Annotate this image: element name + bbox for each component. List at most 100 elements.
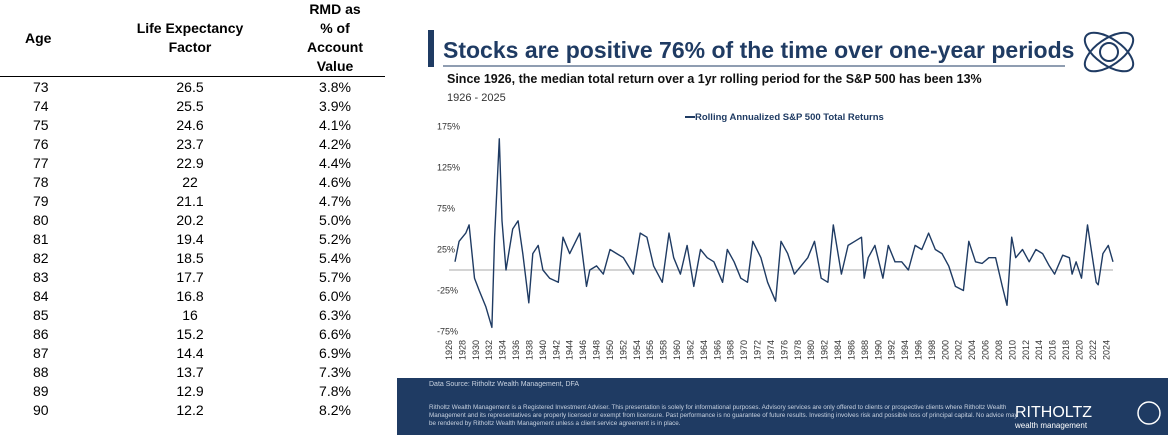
x-tick-label: 2022 bbox=[1088, 340, 1098, 360]
table-row: 73 26.5 3.8% bbox=[0, 77, 385, 97]
x-tick-label: 1998 bbox=[927, 340, 937, 360]
x-tick-label: 1984 bbox=[833, 340, 843, 360]
table-row: 77 22.9 4.4% bbox=[0, 153, 385, 172]
source: Data Source: Ritholtz Wealth Management,… bbox=[429, 381, 579, 388]
header-cell: Age bbox=[25, 29, 52, 46]
x-tick-label: 2004 bbox=[967, 340, 977, 360]
x-tick-label: 2020 bbox=[1074, 340, 1084, 360]
y-tick-label: -25% bbox=[437, 286, 458, 296]
table-cell: 17.7 bbox=[176, 268, 204, 285]
table-row: 85 16 6.3% bbox=[0, 305, 385, 324]
table-row: 80 20.2 5.0% bbox=[0, 210, 385, 229]
x-tick-label: 1926 bbox=[444, 340, 454, 360]
table-cell: 87 bbox=[33, 344, 49, 361]
table-cell: 7.8% bbox=[319, 382, 351, 399]
table-row: 84 16.8 6.0% bbox=[0, 286, 385, 305]
y-tick-label: 75% bbox=[437, 204, 455, 214]
x-tick-label: 1942 bbox=[551, 340, 561, 360]
table-cell: 6.3% bbox=[319, 306, 351, 323]
table-cell: 5.4% bbox=[319, 249, 351, 266]
table-cell: 4.6% bbox=[319, 173, 351, 190]
table-row: 90 12.2 8.2% bbox=[0, 400, 385, 419]
table-cell: 4.4% bbox=[319, 154, 351, 171]
table-cell: 20.2 bbox=[176, 211, 204, 228]
table-cell: 22 bbox=[182, 173, 198, 190]
table-cell: 4.7% bbox=[319, 192, 351, 209]
x-tick-label: 1968 bbox=[726, 340, 736, 360]
table-cell: 5.7% bbox=[319, 268, 351, 285]
table-row: 75 24.6 4.1% bbox=[0, 115, 385, 134]
x-tick-label: 1996 bbox=[913, 340, 923, 360]
table-cell: 12.2 bbox=[176, 401, 204, 418]
chart-subtitle: Since 1926, the median total return over… bbox=[447, 72, 982, 86]
x-tick-label: 1948 bbox=[592, 340, 602, 360]
table-cell: 74 bbox=[33, 97, 49, 114]
table-cell: 7.3% bbox=[319, 363, 351, 380]
table-cell: 75 bbox=[33, 116, 49, 133]
x-tick-label: 1944 bbox=[565, 340, 575, 360]
x-tick-label: 1978 bbox=[793, 340, 803, 360]
x-tick-label: 1946 bbox=[578, 340, 588, 360]
y-tick-label: 25% bbox=[437, 245, 455, 255]
table-row: 81 19.4 5.2% bbox=[0, 229, 385, 248]
table-row: 86 15.2 6.6% bbox=[0, 324, 385, 343]
rmd-table-panel: Age Life Expectancy Factor RMD as % of A… bbox=[0, 0, 390, 435]
table-cell: 16 bbox=[182, 306, 198, 323]
table-row: 87 14.4 6.9% bbox=[0, 343, 385, 362]
table-cell: 16.8 bbox=[176, 287, 204, 304]
table-cell: 80 bbox=[33, 211, 49, 228]
x-tick-label: 1956 bbox=[645, 340, 655, 360]
table-cell: 14.4 bbox=[176, 344, 204, 361]
table-row: 89 12.9 7.8% bbox=[0, 381, 385, 400]
disclaimer: Ritholtz Wealth Management is a Register… bbox=[429, 404, 1018, 427]
x-tick-label: 1988 bbox=[860, 340, 870, 360]
x-tick-label: 1930 bbox=[471, 340, 481, 360]
table-row: 88 13.7 7.3% bbox=[0, 362, 385, 381]
table-cell: 13.7 bbox=[176, 363, 204, 380]
x-tick-label: 1952 bbox=[618, 340, 628, 360]
table-cell: 88 bbox=[33, 363, 49, 380]
x-tick-label: 1964 bbox=[699, 340, 709, 360]
table-cell: 24.6 bbox=[176, 116, 204, 133]
y-tick-label: 175% bbox=[437, 122, 460, 132]
table-cell: 8.2% bbox=[319, 401, 351, 418]
x-tick-label: 1972 bbox=[753, 340, 763, 360]
x-tick-label: 1990 bbox=[873, 340, 883, 360]
x-tick-label: 1954 bbox=[632, 340, 642, 360]
y-tick-label: 125% bbox=[437, 163, 460, 173]
table-cell: 5.2% bbox=[319, 230, 351, 247]
x-tick-label: 1938 bbox=[524, 340, 534, 360]
header-cell: Life Expectancy Factor bbox=[136, 20, 244, 55]
x-tick-label: 2000 bbox=[940, 340, 950, 360]
x-tick-label: 1932 bbox=[484, 340, 494, 360]
table-cell: 18.5 bbox=[176, 249, 204, 266]
x-tick-label: 1992 bbox=[887, 340, 897, 360]
table-cell: 23.7 bbox=[176, 135, 204, 152]
date-range: 1926 - 2025 bbox=[447, 92, 506, 104]
rmd-table: Age Life Expectancy Factor RMD as % of A… bbox=[0, 0, 385, 419]
table-cell: 19.4 bbox=[176, 230, 204, 247]
x-tick-label: 1936 bbox=[511, 340, 521, 360]
table-cell: 21.1 bbox=[176, 192, 204, 209]
logo-mark bbox=[1137, 401, 1161, 425]
table-row: 76 23.7 4.2% bbox=[0, 134, 385, 153]
x-tick-label: 2018 bbox=[1061, 340, 1071, 360]
x-tick-label: 2012 bbox=[1021, 340, 1031, 360]
table-cell: 6.6% bbox=[319, 325, 351, 342]
table-row: 82 18.5 5.4% bbox=[0, 248, 385, 267]
logo-name: RITHOLTZ bbox=[1015, 404, 1092, 421]
y-tick-label: -75% bbox=[437, 327, 458, 337]
x-tick-label: 2008 bbox=[994, 340, 1004, 360]
x-tick-label: 2010 bbox=[1007, 340, 1017, 360]
x-tick-label: 1934 bbox=[498, 340, 508, 360]
x-tick-label: 1950 bbox=[605, 340, 615, 360]
table-cell: 76 bbox=[33, 135, 49, 152]
table-cell: 3.9% bbox=[319, 97, 351, 114]
x-tick-label: 1982 bbox=[820, 340, 830, 360]
table-row: 79 21.1 4.7% bbox=[0, 191, 385, 210]
x-tick-label: 1962 bbox=[685, 340, 695, 360]
title-bar bbox=[428, 30, 434, 67]
x-tick-label: 1940 bbox=[538, 340, 548, 360]
x-tick-label: 1994 bbox=[900, 340, 910, 360]
table-cell: 86 bbox=[33, 325, 49, 342]
